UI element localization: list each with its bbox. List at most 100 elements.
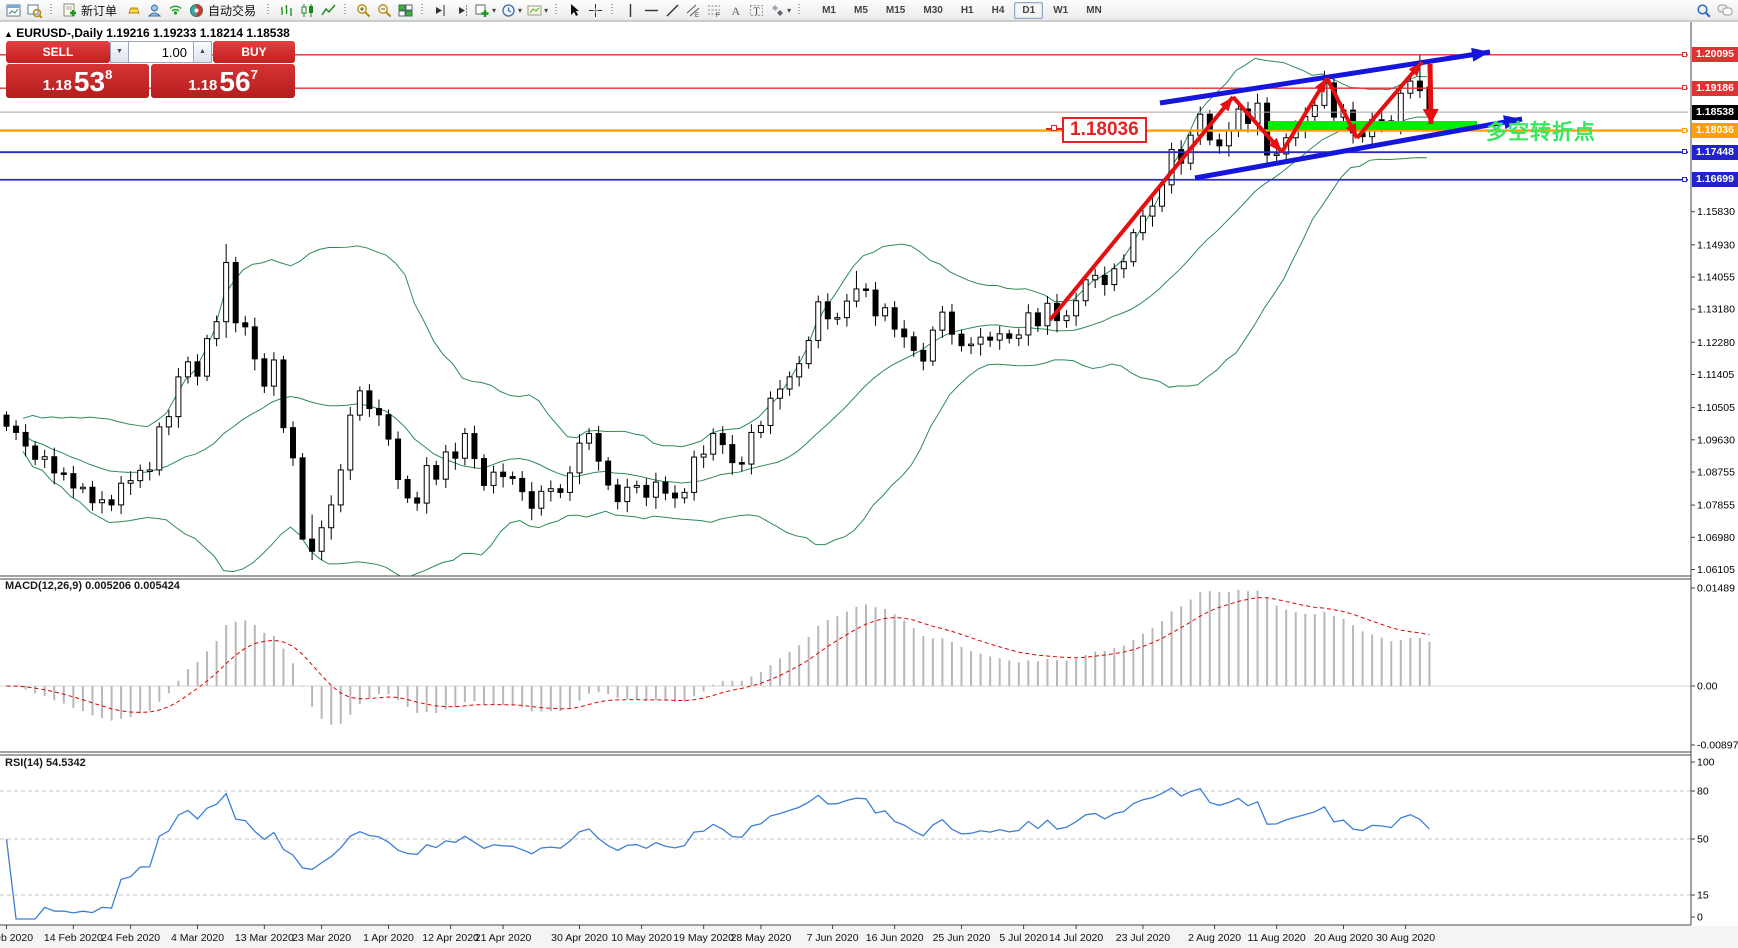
timeframe-button-M5[interactable]: M5 [854,4,868,16]
tile-windows-icon[interactable] [396,2,415,19]
price-level-chip-resistance[interactable]: 1.19186 [1692,80,1738,96]
gold-icon[interactable] [124,2,143,19]
sell-button[interactable]: SELL [6,41,110,63]
price-level-chip-support[interactable]: 1.17448 [1692,144,1738,160]
candlestick-chart[interactable] [3,54,1433,579]
turning-point-annotation[interactable]: 多空转折点 [1486,121,1596,144]
periods-icon[interactable] [499,2,518,19]
chat-icon[interactable] [1715,2,1734,19]
svg-text:1.10505: 1.10505 [1697,402,1735,414]
level-line-handle[interactable] [1682,149,1687,155]
toolbar-grip [265,2,274,18]
svg-text:23 Jul 2020: 23 Jul 2020 [1116,932,1170,944]
price-axis[interactable]: 1.15830 1.14930 1.14055 1.13180 1.12280 1.114… [1691,206,1738,924]
svg-text:1.07855: 1.07855 [1697,500,1735,512]
svg-text:1.11405: 1.11405 [1697,369,1734,381]
chart-window-icon[interactable] [4,2,23,19]
timeframe-button-D1[interactable]: D1 [1014,1,1044,19]
shapes-icon[interactable] [768,2,787,19]
price-level-chip-bid[interactable]: 1.18538 [1692,104,1738,120]
pivot-price-label[interactable]: 1.18036 [1062,117,1147,143]
cursor-icon[interactable] [565,2,584,19]
buy-price-display[interactable]: 1.18 56 7 [151,64,295,98]
price-level-chip-support[interactable]: 1.16699 [1692,172,1738,188]
volume-increase-button[interactable]: ▲ [193,41,212,63]
buy-price-big: 56 [219,66,251,97]
chevron-down-icon[interactable]: ▾ [544,5,549,15]
buy-price-prefix: 1.18 [188,77,218,94]
level-line-handle[interactable] [1682,51,1687,57]
price-wave-arrow[interactable] [1355,60,1424,140]
autotrade-button[interactable]: 自动交易 [208,3,257,18]
bar-chart-icon[interactable] [277,2,296,19]
timeframe-button-M15[interactable]: M15 [885,4,906,16]
channel_lower-trendline[interactable] [1194,116,1523,181]
chart-shift-icon[interactable] [431,2,450,19]
timeframe-button-W1[interactable]: W1 [1053,4,1069,16]
support-zone-highlight[interactable] [1268,121,1477,130]
symbol-marker-icon: ▲ [4,29,13,39]
level-line-handle[interactable] [1682,176,1687,182]
zoom-in-icon[interactable] [354,2,373,19]
svg-text:1.06105: 1.06105 [1697,564,1735,576]
support-icon[interactable] [145,2,164,19]
svg-text:19 May 2020: 19 May 2020 [673,932,734,944]
timeframe-button-MN[interactable]: MN [1086,4,1102,16]
price-level-chip-resistance[interactable]: 1.20095 [1692,47,1738,63]
svg-text:1.15830: 1.15830 [1697,206,1735,218]
line-chart-icon[interactable] [319,2,338,19]
volume-input[interactable] [129,41,193,63]
level-line-handle[interactable] [1682,127,1687,133]
svg-text:14 Feb 2020: 14 Feb 2020 [44,932,103,944]
svg-text:5 Jul 2020: 5 Jul 2020 [999,932,1048,944]
svg-text:14 Jul 2020: 14 Jul 2020 [1049,932,1103,944]
zoom-out-icon[interactable] [375,2,394,19]
timeframe-button-H1[interactable]: H1 [960,4,974,16]
label-icon[interactable]: T [747,2,766,19]
price-wave-arrow[interactable] [1280,76,1329,154]
timeframe-button-M30[interactable]: M30 [923,4,943,16]
chevron-down-icon[interactable]: ▾ [492,5,497,15]
buy-button[interactable]: BUY [213,41,295,63]
signal-icon[interactable] [166,2,185,19]
timeframe-button-M1[interactable]: M1 [822,4,836,16]
volume-decrease-button[interactable]: ▼ [110,41,129,63]
svg-text:F: F [716,13,720,18]
level-line-handle[interactable] [1682,85,1687,91]
svg-text:1 Apr 2020: 1 Apr 2020 [363,932,414,944]
trendline-icon[interactable] [663,2,682,19]
add-indicator-icon[interactable] [473,2,492,19]
search-icon[interactable] [1694,2,1713,19]
vertical-line-icon[interactable] [621,2,640,19]
crosshair-icon[interactable] [586,2,605,19]
auto-scroll-icon[interactable] [452,2,471,19]
templates-icon[interactable] [525,2,544,19]
autotrade-icon[interactable] [187,2,206,19]
macd-main-value: 0.005206 [85,580,131,592]
channel-icon[interactable]: E [684,2,703,19]
new-order-button[interactable]: 新订单 [81,3,118,18]
price-level-chip-pivot[interactable]: 1.18036 [1692,123,1738,139]
ohlc-values: 1.19216 1.19233 1.18214 1.18538 [106,26,290,40]
svg-text:24 Feb 2020: 24 Feb 2020 [101,932,160,944]
chevron-down-icon[interactable]: ▾ [787,5,792,15]
fibonacci-icon[interactable]: F [705,2,724,19]
horizontal-line-icon[interactable] [642,2,661,19]
text-icon[interactable]: A [726,2,745,19]
toolbar-grip [553,2,562,18]
timeframe-button-H4[interactable]: H4 [991,4,1005,16]
svg-text:1.13180: 1.13180 [1697,304,1735,316]
new-order-icon[interactable] [60,2,79,19]
svg-text:1.09630: 1.09630 [1697,434,1735,446]
chevron-down-icon[interactable]: ▾ [518,5,523,15]
svg-text:80: 80 [1697,786,1709,798]
svg-text:7 Jun 2020: 7 Jun 2020 [807,932,859,944]
candle-chart-icon[interactable] [298,2,317,19]
sell-price-display[interactable]: 1.18 53 8 [6,64,149,98]
price-wave-arrow[interactable] [1048,95,1235,322]
profiles-icon[interactable] [25,2,44,19]
svg-text:A: A [732,4,741,18]
pivot-label-handle[interactable] [1051,125,1057,131]
